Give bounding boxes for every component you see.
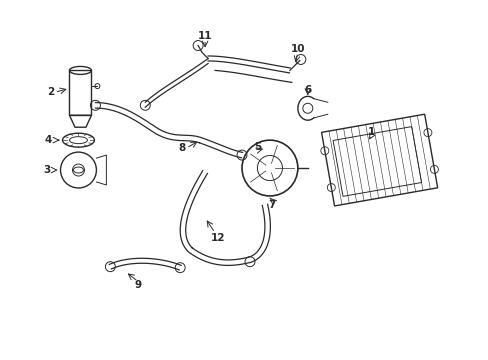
Bar: [69, 71, 91, 115]
Text: 8: 8: [178, 143, 185, 153]
Text: 3: 3: [43, 165, 50, 175]
Text: 10: 10: [290, 44, 305, 54]
Text: 5: 5: [254, 142, 261, 152]
Text: 1: 1: [367, 127, 374, 137]
Text: 2: 2: [47, 87, 54, 97]
Ellipse shape: [73, 167, 83, 173]
Text: 12: 12: [210, 233, 225, 243]
Text: 6: 6: [304, 85, 311, 95]
Text: 9: 9: [135, 280, 142, 289]
Text: 4: 4: [45, 135, 52, 145]
Text: 7: 7: [268, 200, 275, 210]
Text: 11: 11: [198, 31, 212, 41]
